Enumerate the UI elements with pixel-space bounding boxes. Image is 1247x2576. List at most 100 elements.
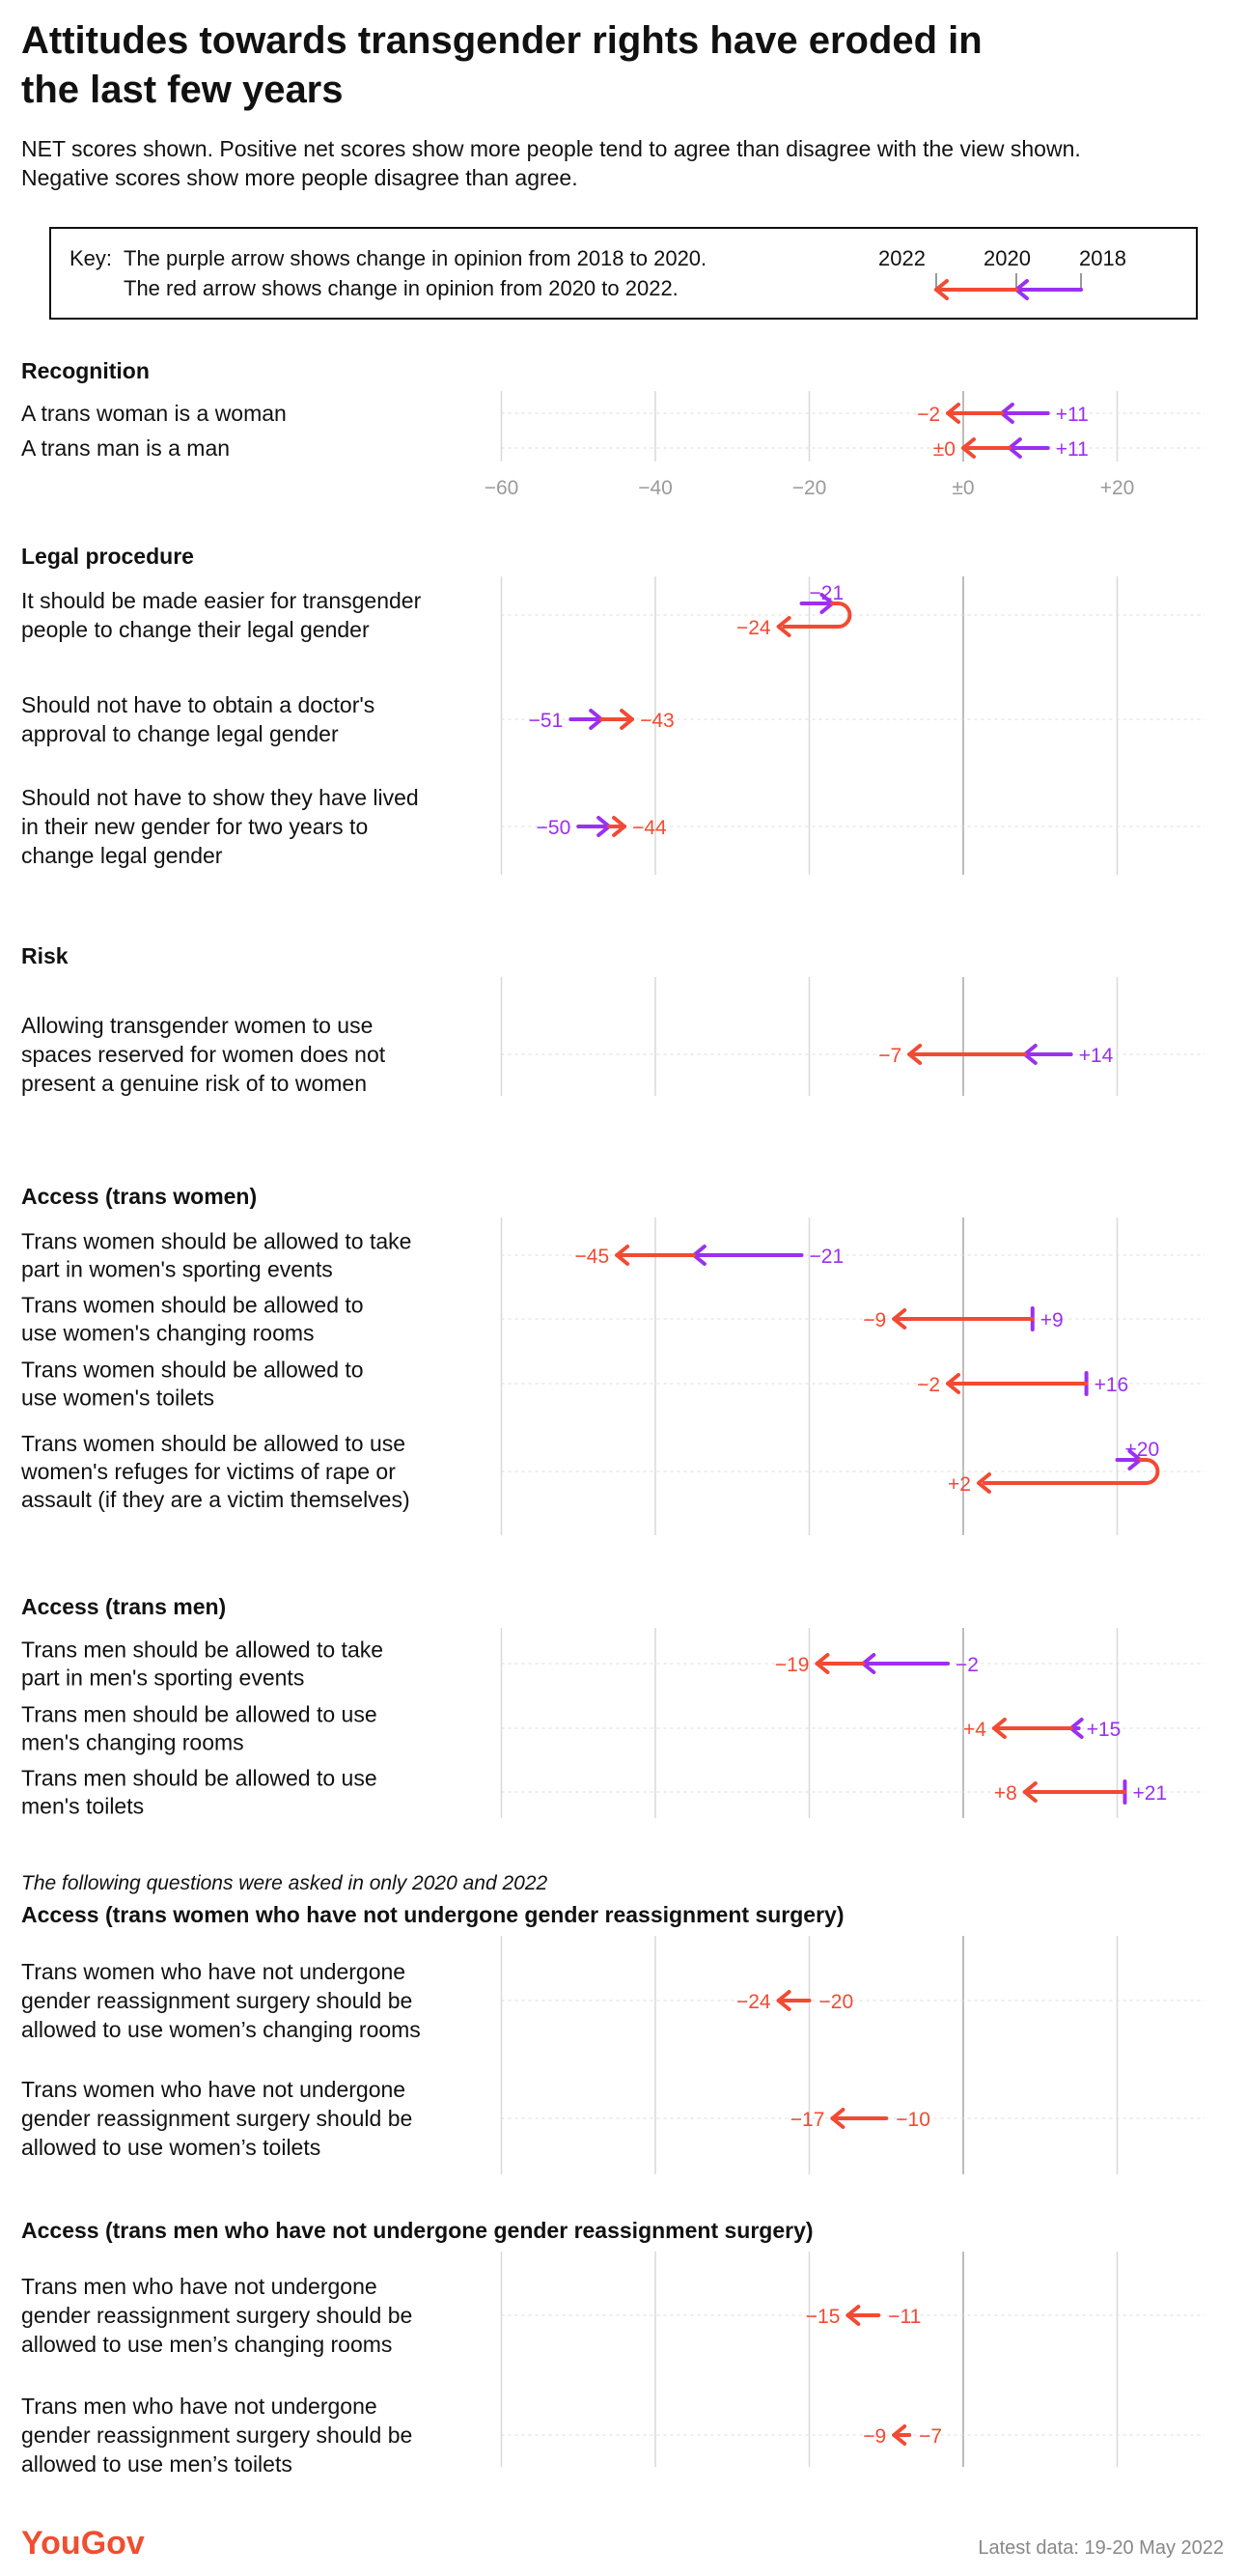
red-2020-2022-arrow-head	[907, 1044, 923, 1065]
red-2020-2022-arrow-head	[815, 1653, 830, 1674]
latest-data-label: Latest data: 19-20 May 2022	[978, 2537, 1224, 2559]
key-box: Key: The purple arrow shows change in op…	[49, 227, 1198, 320]
key-arrow-legend	[934, 273, 1083, 300]
row-1: Allowing transgender women to use spaces …	[21, 1013, 1205, 1096]
key-label: Key:	[69, 246, 112, 270]
value-2020: −7	[919, 2425, 942, 2448]
value-2022: −9	[863, 1309, 886, 1331]
chart-title-line-2: the last few years	[21, 69, 344, 111]
question-label-line: spaces reserved for women does not	[21, 1042, 386, 1067]
value-2020: −11	[888, 2306, 921, 2328]
row-3: Trans men should be allowed to use men's …	[21, 1766, 1205, 1819]
value-2018: +11	[1056, 438, 1089, 461]
section-title: Recognition	[21, 358, 150, 383]
red-2020-2022-head	[776, 616, 791, 637]
chart-subtitle-line-2: Negative scores show more people disagre…	[21, 165, 578, 190]
x-tick-label: +20	[1100, 477, 1135, 499]
red-2020-2022-arrow-head	[892, 2424, 907, 2446]
question-label-line: part in men's sporting events	[21, 1666, 304, 1691]
value-2022: −15	[806, 2306, 841, 2328]
value-2022: −43	[640, 710, 675, 732]
question-label-line: Should not have to obtain a doctor's	[21, 692, 374, 717]
value-2022: −44	[632, 817, 667, 839]
section-title: Access (trans men)	[21, 1594, 226, 1619]
question-label-line: allowed to use women’s changing rooms	[21, 2017, 421, 2042]
value-2018: −21	[810, 582, 845, 604]
section-4: Access (trans women) Trans women should b…	[20, 1184, 1205, 1535]
value-2022: +2	[948, 1473, 971, 1496]
question-label-line: gender reassignment surgery should be	[21, 2303, 412, 2328]
red-2020-2022-arrow-head	[946, 403, 961, 424]
chart-body: Recognition −60 −40 −20 ±0 +20 A trans woman i…	[20, 358, 1205, 2477]
key-line-2: The red arrow shows change in opinion fr…	[124, 276, 679, 300]
key-line-1: The purple arrow shows change in opinion…	[124, 246, 707, 270]
red-2020-2022-arrow-head	[991, 1718, 1007, 1739]
question-label-line: use women's changing rooms	[21, 1321, 315, 1346]
red-2020-2022-loop	[782, 602, 852, 629]
question-label-line: change legal gender	[21, 843, 223, 868]
row-2: Trans men should be allowed to use men's …	[21, 1702, 1205, 1755]
section-7: Access (trans men who have not undergone…	[21, 2218, 1205, 2477]
question-label-line: Trans women should be allowed to take	[21, 1229, 411, 1254]
chart-subtitle-line-1: NET scores shown. Positive net scores sh…	[21, 136, 1081, 161]
value-2018: +14	[1079, 1045, 1114, 1067]
row-1: Trans women who have not undergone gender…	[21, 1959, 1205, 2042]
red-2020-2022-arrow-head	[845, 2305, 861, 2326]
value-2022: −24	[736, 617, 771, 639]
value-2018: −50	[537, 817, 571, 839]
note-2020-2022-only: The following questions were asked in on…	[21, 1872, 548, 1894]
row-2: Should not have to obtain a doctor's appr…	[21, 692, 1205, 746]
section-2: Legal procedure It should be made easier …	[21, 544, 1205, 875]
key-box-border	[49, 227, 1198, 320]
question-label-line: Trans women should be allowed to	[21, 1358, 364, 1383]
red-2020-2022-arrow-head	[776, 1990, 791, 2011]
value-2022: −2	[917, 1374, 940, 1396]
row-2: Trans women who have not undergone gender…	[21, 2077, 1205, 2160]
x-tick-label: ±0	[952, 477, 974, 499]
question-label-line: Trans women who have not undergone	[21, 1959, 405, 1984]
question-label-line: gender reassignment surgery should be	[21, 1988, 412, 2013]
question-label-line: allowed to use men’s changing rooms	[21, 2332, 392, 2357]
value-2022: ±0	[933, 438, 956, 461]
value-2022: +8	[994, 1782, 1017, 1805]
row-2: Trans women should be allowed to use wome…	[21, 1293, 1205, 1346]
row-1: It should be made easier for transgender…	[21, 582, 1205, 642]
red-2020-2022-head	[976, 1472, 991, 1494]
value-2022: −24	[736, 1991, 771, 2013]
yougov-logo: YouGov	[21, 2525, 145, 2562]
question-label-line: men's changing rooms	[21, 1730, 244, 1755]
x-tick-label: −60	[485, 477, 519, 499]
question-label-line: Trans men who have not undergone	[21, 2274, 377, 2299]
key-red-arrow-head	[934, 279, 949, 300]
x-tick-label: −40	[638, 477, 673, 499]
value-2018: −2	[956, 1654, 979, 1676]
question-label-line: use women's toilets	[21, 1386, 214, 1411]
section-title: Access (trans women who have not undergo…	[21, 1902, 844, 1927]
value-2022: −45	[575, 1246, 610, 1268]
value-2018: +9	[1040, 1309, 1064, 1331]
key-year-2020: 2020	[984, 246, 1031, 270]
question-label-line: gender reassignment surgery should be	[21, 2422, 412, 2448]
key-year-2022: 2022	[878, 246, 926, 270]
question-label-line: Trans men should be allowed to use	[21, 1766, 377, 1791]
question-label-line: Trans men should be allowed to use	[21, 1702, 377, 1727]
row-2: Trans men who have not undergone gender r…	[21, 2394, 1205, 2477]
section-title: Risk	[21, 943, 69, 968]
red-2020-2022-arrow-head	[615, 1245, 630, 1266]
question-label-line: in their new gender for two years to	[21, 814, 368, 839]
section-title: Legal procedure	[21, 544, 194, 569]
section-title: Access (trans men who have not undergone…	[21, 2218, 814, 2243]
question-label-line: allowed to use women’s toilets	[21, 2135, 320, 2160]
question-label-line: women's refuges for victims of rape or	[20, 1459, 396, 1484]
question-label-line: Trans women should be allowed to use	[21, 1431, 405, 1456]
question-label-line: people to change their legal gender	[21, 617, 370, 642]
section-title: Access (trans women)	[21, 1184, 257, 1209]
section-3: Risk Allowing transgender women to use spa…	[21, 943, 1205, 1096]
red-2020-2022-arrow-head	[961, 437, 976, 459]
question-label-line: allowed to use men’s toilets	[21, 2451, 292, 2477]
row-2: A trans man is a man ±0 +11	[21, 435, 1205, 461]
value-2018: −51	[529, 710, 564, 732]
question-label-line: assault (if they are a victim themselves…	[21, 1487, 410, 1512]
question-label-line: approval to change legal gender	[21, 721, 339, 746]
question-label-line: Allowing transgender women to use	[21, 1013, 373, 1038]
